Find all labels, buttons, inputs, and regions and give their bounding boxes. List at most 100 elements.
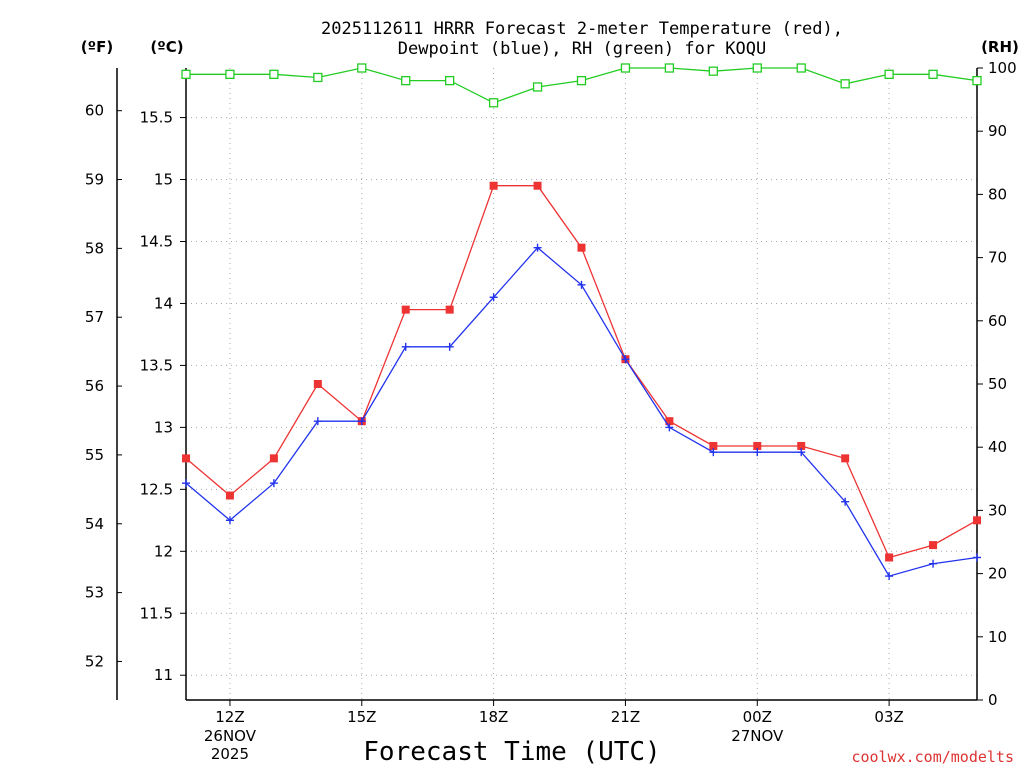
- temperature-point: [797, 441, 806, 450]
- rh-tick-label: 70: [988, 249, 1007, 267]
- rh-point: [972, 75, 982, 86]
- dewpoint-point: [269, 479, 278, 488]
- rh-point: [708, 66, 718, 76]
- credit-label: coolwx.com/modelts: [851, 748, 1014, 766]
- celsius-tick-label: 11.5: [140, 604, 173, 622]
- celsius-tick-label: 14.5: [140, 232, 173, 250]
- dewpoint-point: [973, 553, 981, 562]
- rh-tick-label: 90: [988, 122, 1007, 140]
- dewpoint-point: [182, 479, 190, 488]
- chart-title-line2: Dewpoint (blue), RH (green) for KOQU: [398, 39, 766, 59]
- celsius-tick-label: 12.5: [140, 480, 173, 498]
- x-tick-label: 03Z: [874, 708, 903, 726]
- celsius-tick-label: 12: [154, 542, 173, 560]
- rh-point: [928, 69, 938, 79]
- temperature-point: [841, 454, 850, 463]
- temperature-point: [929, 541, 938, 550]
- rh-tick-label: 80: [988, 185, 1007, 203]
- rh-line: [186, 67, 978, 104]
- rh-tick-label: 60: [988, 312, 1007, 330]
- dewpoint-point: [753, 448, 762, 457]
- rh-point: [181, 69, 191, 79]
- rh-point: [884, 69, 894, 79]
- dewpoint-point: [577, 280, 586, 289]
- rh-point: [576, 75, 587, 86]
- rh-point: [445, 75, 455, 86]
- temperature-point: [665, 417, 674, 426]
- temperature-point: [885, 553, 894, 562]
- rh-tick-label: 0: [988, 691, 998, 709]
- axes: [116, 67, 983, 706]
- series-group: [181, 63, 982, 581]
- rh-point: [796, 63, 806, 73]
- fahrenheit-tick-label: 55: [85, 446, 104, 464]
- dewpoint-point: [709, 448, 718, 457]
- rh-point: [488, 98, 499, 108]
- temperature-point: [401, 305, 410, 314]
- dewpoint-point: [445, 342, 454, 351]
- rh-point: [269, 69, 279, 79]
- series-layer: [181, 63, 982, 581]
- temperature-point: [445, 305, 454, 314]
- fahrenheit-tick-label: 53: [85, 584, 104, 602]
- dewpoint-point: [357, 417, 366, 426]
- dewpoint-point: [225, 516, 234, 525]
- x-axis-label: Forecast Time (UTC): [363, 737, 660, 767]
- x-tick-label: 12Z: [215, 708, 244, 726]
- dewpoint-point: [313, 417, 322, 426]
- dewpoint-point: [797, 448, 806, 457]
- rh-point: [532, 82, 543, 92]
- temperature-point: [269, 454, 278, 463]
- unit-celsius-label: (ºC): [150, 38, 183, 56]
- x-tick-label: 15Z: [347, 708, 376, 726]
- rh-point: [225, 69, 235, 79]
- temperature-point: [709, 441, 718, 450]
- fahrenheit-tick-label: 56: [85, 377, 104, 395]
- celsius-tick-label: 15.5: [140, 109, 173, 127]
- temperature-point: [182, 454, 190, 463]
- celsius-tick-label: 13: [154, 418, 173, 436]
- x-tick-date: 26NOV: [204, 727, 257, 745]
- dewpoint-point: [489, 293, 498, 302]
- x-tick-label: 00Z: [743, 708, 772, 726]
- celsius-tick-label: 14: [154, 294, 173, 312]
- temperature-point: [225, 491, 234, 500]
- celsius-tick-label: 15: [154, 171, 173, 189]
- celsius-tick-label: 13.5: [140, 356, 173, 374]
- unit-rh-label: (RH): [981, 38, 1019, 56]
- dewpoint-line: [185, 246, 978, 577]
- x-tick-year: 2025: [211, 745, 249, 763]
- rh-tick-label: 40: [988, 438, 1007, 456]
- grid-lines: [186, 68, 977, 700]
- rh-point: [313, 72, 323, 83]
- temperature-point: [973, 516, 981, 525]
- fahrenheit-tick-label: 59: [85, 171, 104, 189]
- rh-tick-label: 30: [988, 501, 1007, 519]
- dewpoint-point: [533, 243, 542, 252]
- fahrenheit-tick-label: 58: [85, 239, 104, 257]
- rh-tick-label: 20: [988, 565, 1007, 583]
- x-tick-date: 27NOV: [731, 727, 784, 745]
- temperature-point: [577, 243, 586, 252]
- dewpoint-point: [401, 342, 410, 351]
- unit-fahrenheit-label: (ºF): [81, 38, 113, 56]
- fahrenheit-tick-label: 60: [85, 102, 104, 120]
- rh-point: [664, 63, 675, 73]
- temperature-point: [489, 181, 498, 190]
- temperature-point: [313, 380, 322, 388]
- rh-point: [840, 79, 850, 89]
- rh-point: [620, 63, 631, 73]
- dewpoint-point: [665, 423, 674, 432]
- x-tick-label: 18Z: [479, 708, 508, 726]
- dewpoint-point: [841, 497, 850, 506]
- dewpoint-point: [621, 355, 630, 364]
- fahrenheit-tick-label: 52: [85, 652, 104, 670]
- fahrenheit-tick-label: 54: [85, 515, 104, 533]
- rh-point: [752, 63, 762, 73]
- dewpoint-point: [929, 559, 938, 568]
- dewpoint-point: [885, 572, 894, 581]
- rh-tick-label: 100: [988, 59, 1017, 77]
- x-tick-label: 21Z: [611, 708, 640, 726]
- rh-tick-label: 50: [988, 375, 1007, 393]
